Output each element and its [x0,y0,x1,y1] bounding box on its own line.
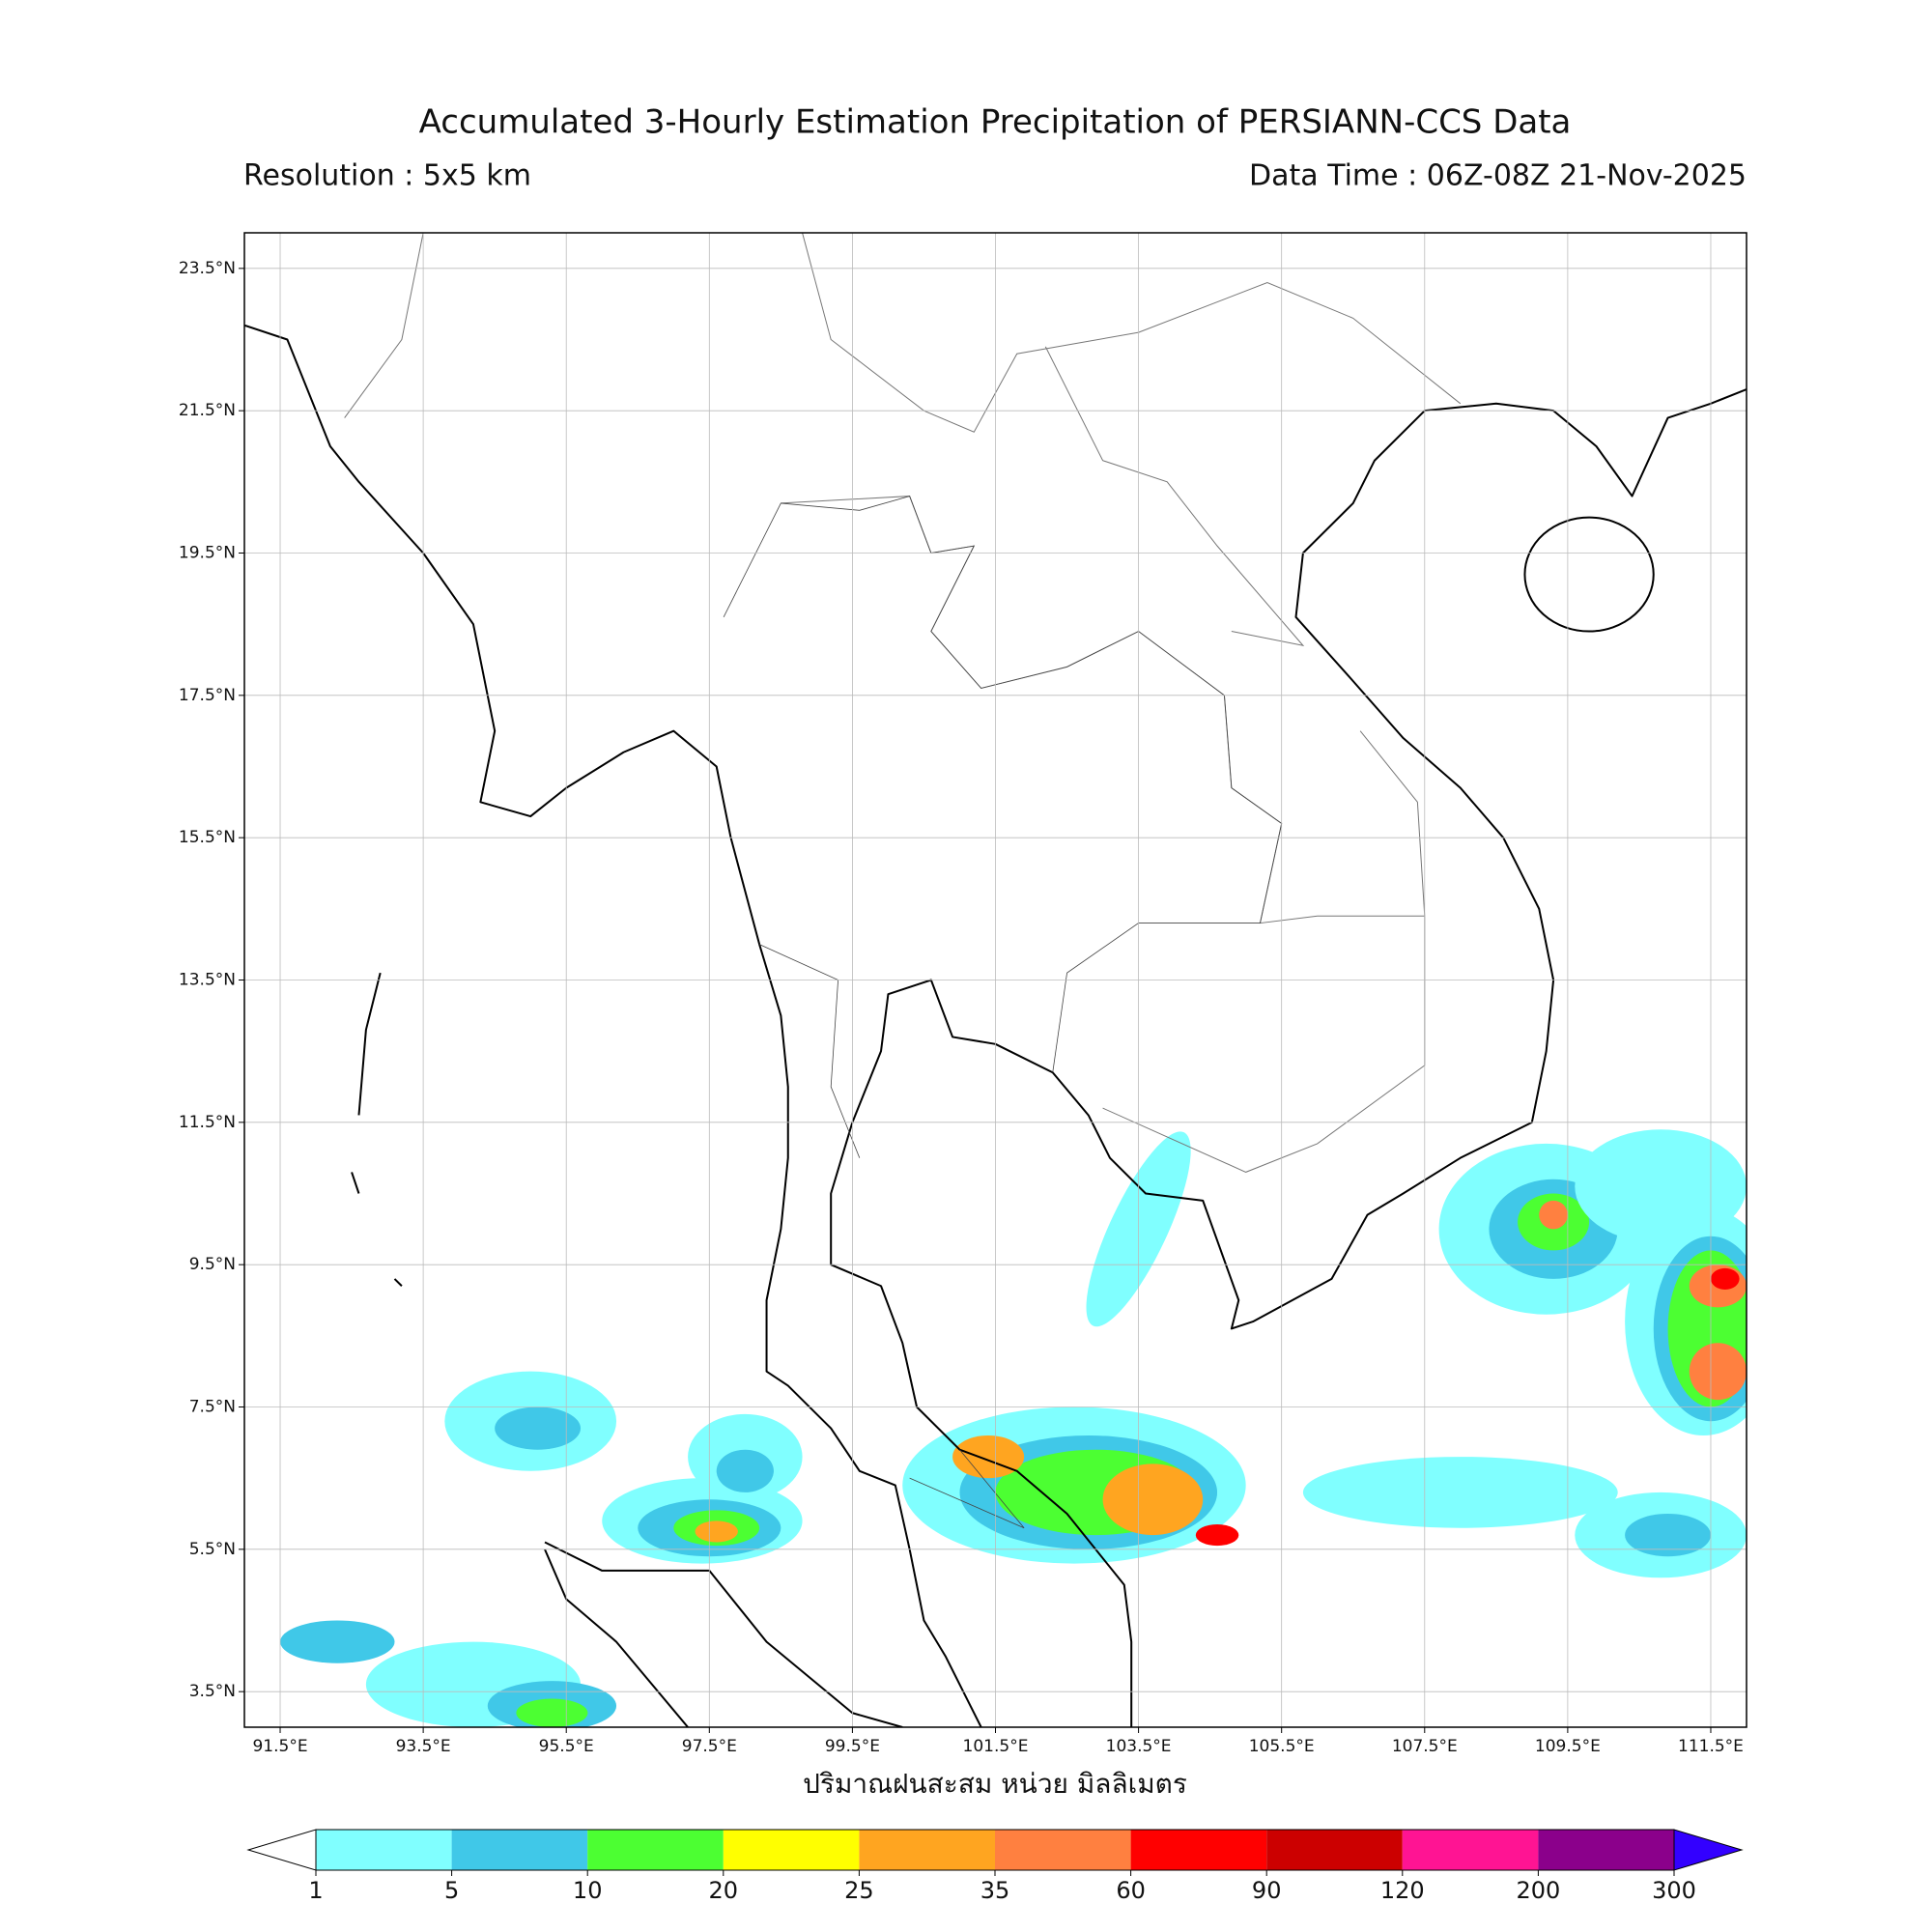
x-tick-label: 103.5°E [1106,1737,1172,1756]
y-tick-label: 7.5°N [189,1398,236,1417]
colorbar-segment [995,1830,1131,1870]
colorbar-under [246,1829,317,1871]
colorbar-segment [723,1830,860,1870]
colorbar-tick-label: 5 [444,1877,459,1904]
x-tick-label: 101.5°E [963,1737,1029,1756]
colorbar-tick-label: 60 [1116,1877,1146,1904]
resolution: Resolution : 5x5 km [243,159,531,193]
x-tick-label: 91.5°E [252,1737,307,1756]
y-tick-label: 21.5°N [179,401,236,420]
colorbar-tick-label: 90 [1252,1877,1282,1904]
colorbar-tick-label: 120 [1380,1877,1425,1904]
data-time: Data Time : 06Z-08Z 21-Nov-2025 [1249,159,1747,193]
title: Accumulated 3-Hourly Estimation Precipit… [419,103,1572,142]
colorbar-tick-label: 300 [1652,1877,1696,1904]
coastline [352,973,402,1286]
colorbar-segment [587,1830,724,1870]
thailand-border [724,497,1282,1528]
colorbar-over [1673,1829,1744,1871]
geo-layer [244,233,1747,1727]
colorbar-segment [451,1830,588,1870]
x-tick-label: 95.5°E [539,1737,594,1756]
y-tick-label: 23.5°N [179,259,236,278]
y-tick-label: 3.5°N [189,1682,236,1701]
y-tick-label: 5.5°N [189,1540,236,1559]
x-tick-label: 111.5°E [1678,1737,1744,1756]
x-tick-label: 107.5°E [1392,1737,1458,1756]
colorbar-tick-label: 25 [844,1877,874,1904]
y-tick-label: 19.5°N [179,544,236,563]
x-tick-label: 109.5°E [1535,1737,1601,1756]
y-tick-label: 11.5°N [179,1113,236,1132]
coastline [545,1542,902,1727]
colorbar-tick-label: 1 [308,1877,323,1904]
map-area [244,233,1747,1727]
colorbar-tick-label: 35 [980,1877,1010,1904]
y-tick-label: 9.5°N [189,1255,236,1274]
x-tick-label: 97.5°E [682,1737,737,1756]
country-border [345,233,1461,1172]
colorbar-segment [1538,1830,1674,1870]
grid [244,233,1747,1727]
colorbar-segment [1266,1830,1403,1870]
colorbar-tick-label: 200 [1516,1877,1560,1904]
coastline [831,389,1747,1727]
colorbar-tick-label: 10 [573,1877,603,1904]
y-tick-label: 15.5°N [179,828,236,847]
y-tick-label: 17.5°N [179,686,236,705]
colorbar-segment [1402,1830,1539,1870]
x-tick-label: 99.5°E [825,1737,880,1756]
colorbar-segment [1130,1830,1267,1870]
x-tick-label: 105.5°E [1249,1737,1315,1756]
colorbar-segment [859,1830,995,1870]
colorbar-tick-label: 20 [709,1877,739,1904]
y-tick-label: 13.5°N [179,971,236,990]
rain-areas [280,1129,1747,1727]
x-tick-label: 93.5°E [396,1737,451,1756]
colorbar-segment [316,1830,452,1870]
hainan [1524,518,1653,632]
colorbar-label: ปริมาณฝนสะสม หน่วย มิลลิเมตร [803,1768,1187,1800]
